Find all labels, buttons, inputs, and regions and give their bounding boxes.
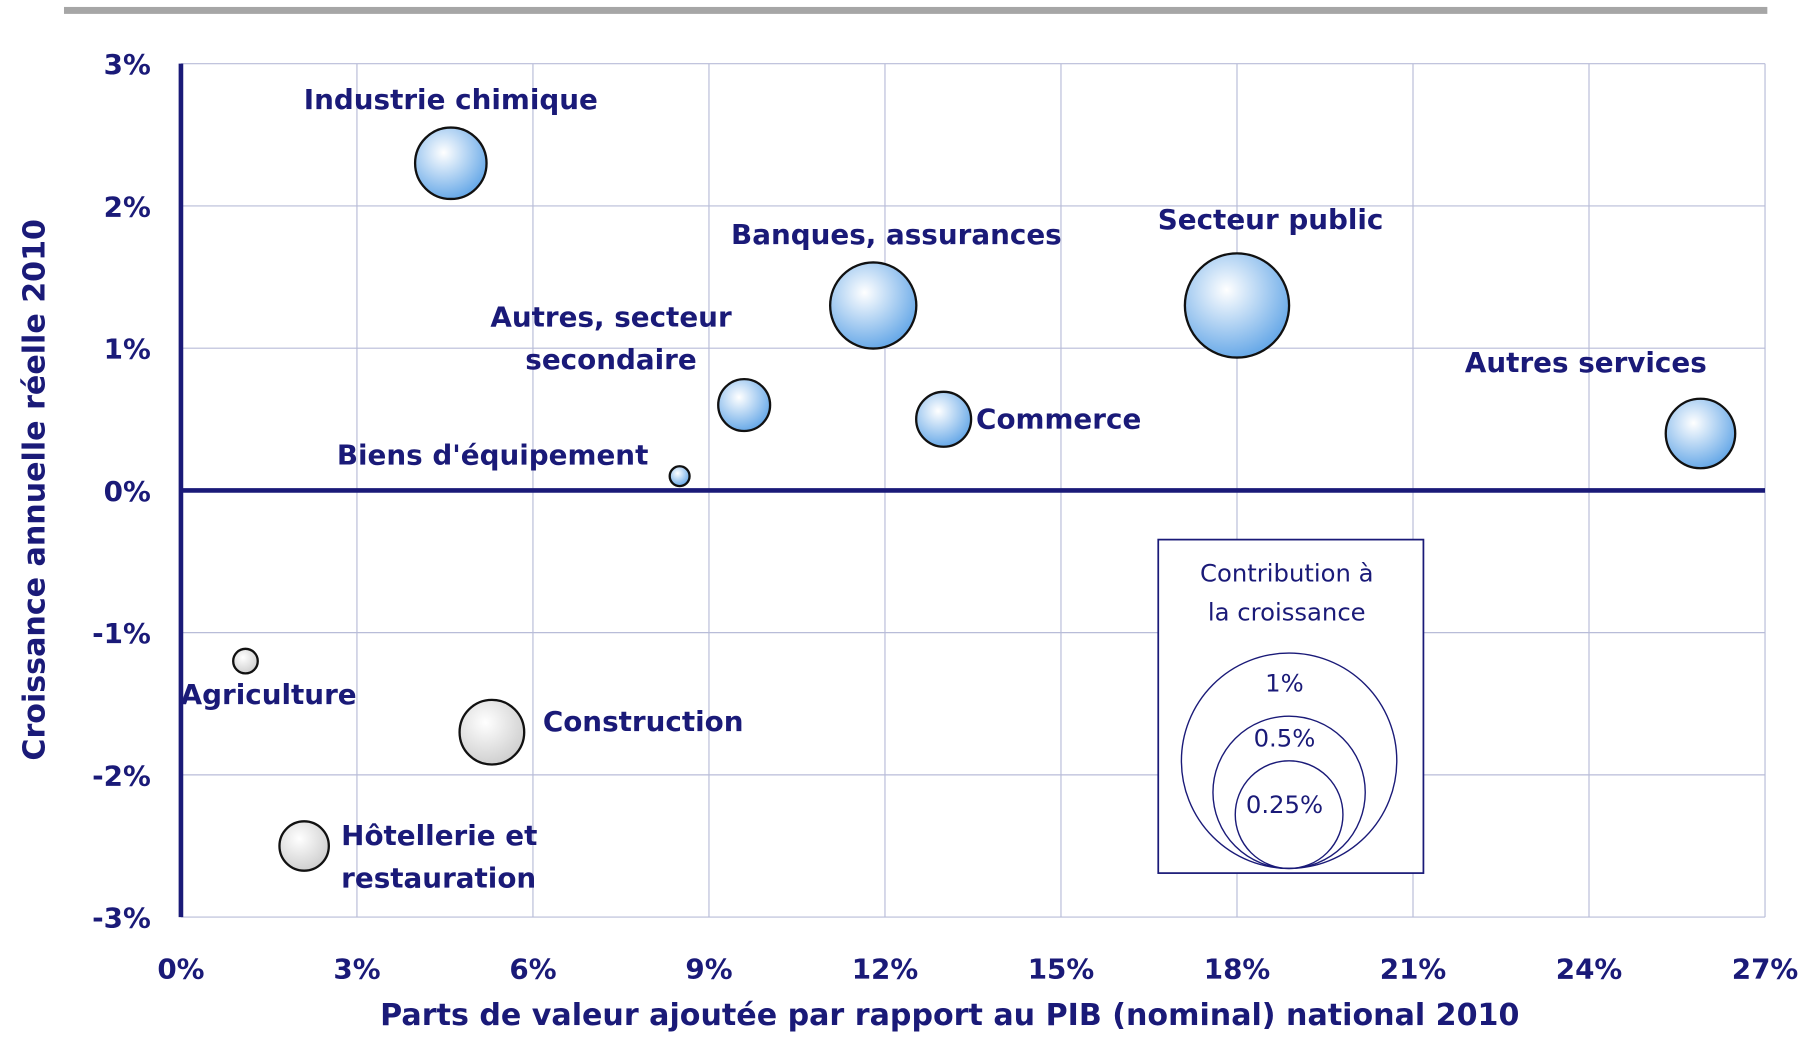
bubble-label: restauration (341, 862, 536, 895)
bubble-label: Banques, assurances (731, 218, 1062, 251)
bubble-label: Autres services (1465, 346, 1707, 379)
size-legend-label: 1% (1265, 668, 1304, 697)
size-legend-label: 0.25% (1246, 790, 1323, 819)
bubble-label: Construction (543, 705, 744, 738)
x-axis-title: Parts de valeur ajoutée par rapport au P… (380, 998, 1519, 1033)
y-tick-label: 3% (104, 48, 151, 81)
y-axis-title: Croissance annuelle réelle 2010 (17, 219, 52, 761)
bubble-label: Agriculture (181, 678, 357, 711)
bubble-label: Commerce (976, 403, 1141, 436)
bubble (1183, 252, 1291, 359)
size-legend-circle (1234, 760, 1344, 870)
y-tick-label: -3% (92, 902, 151, 935)
x-tick-label: 18% (1204, 952, 1271, 985)
bubble (668, 465, 691, 488)
x-tick-label: 12% (852, 952, 919, 985)
bubble-label: Autres, secteur (490, 300, 732, 333)
x-tick-label: 27% (1732, 952, 1799, 985)
x-tick-label: 24% (1556, 952, 1623, 985)
bubble (413, 126, 488, 201)
x-tick-label: 0% (157, 952, 204, 985)
size-legend-title: Contribution à (1200, 558, 1373, 587)
bubble (458, 698, 526, 766)
x-tick-label: 9% (685, 952, 732, 985)
bubble-label: Hôtellerie et (341, 819, 537, 852)
bubble (1664, 397, 1737, 470)
x-tick-label: 15% (1028, 952, 1095, 985)
bubble-label: secondaire (525, 343, 696, 376)
y-tick-label: 2% (104, 190, 151, 223)
size-legend-title: la croissance (1208, 598, 1366, 627)
size-legend-label: 0.5% (1254, 723, 1316, 752)
y-tick-label: -1% (92, 617, 151, 650)
bubble (232, 647, 259, 675)
bubble (915, 390, 973, 448)
bubble (829, 261, 918, 350)
bubble-label: Secteur public (1158, 203, 1384, 236)
size-legend-box (1157, 538, 1425, 874)
x-tick-label: 6% (509, 952, 556, 985)
bubble (278, 820, 330, 872)
y-tick-label: 1% (104, 333, 151, 366)
y-tick-label: -2% (92, 759, 151, 792)
y-tick-label: 0% (104, 475, 151, 508)
x-tick-label: 3% (333, 952, 380, 985)
x-tick-label: 21% (1380, 952, 1447, 985)
bubble-label: Biens d'équipement (337, 439, 649, 472)
top-bar (63, 6, 1768, 14)
bubble-label: Industrie chimique (304, 83, 598, 116)
bubble (717, 377, 772, 433)
